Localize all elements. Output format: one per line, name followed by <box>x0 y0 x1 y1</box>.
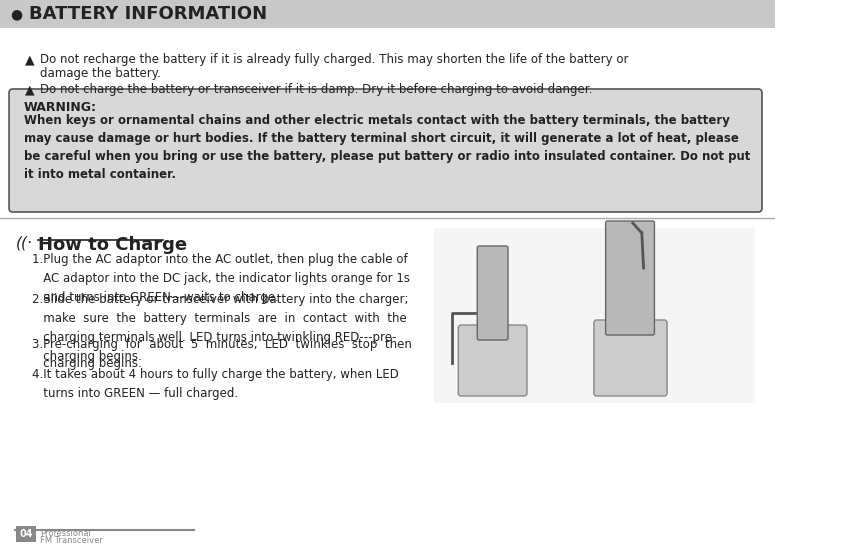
Text: 2.Slide the battery or transceiver with battery into the charger;
   make  sure : 2.Slide the battery or transceiver with … <box>32 293 408 363</box>
FancyBboxPatch shape <box>458 325 527 396</box>
Text: Do not recharge the battery if it is already fully charged. This may shorten the: Do not recharge the battery if it is alr… <box>39 53 628 66</box>
Text: 1.Plug the AC adaptor into the AC outlet, then plug the cable of
   AC adaptor i: 1.Plug the AC adaptor into the AC outlet… <box>32 253 410 304</box>
Text: How to Charge: How to Charge <box>38 236 187 254</box>
Text: WARNING:: WARNING: <box>23 101 97 114</box>
Text: 4.It takes about 4 hours to fully charge the battery, when LED
   turns into GRE: 4.It takes about 4 hours to fully charge… <box>32 368 399 400</box>
Text: 04: 04 <box>20 529 33 539</box>
Text: ((·: ((· <box>16 236 33 251</box>
FancyBboxPatch shape <box>594 320 667 396</box>
Text: ▲: ▲ <box>26 53 35 66</box>
Text: Do not charge the battery or transceiver if it is damp. Dry it before charging t: Do not charge the battery or transceiver… <box>39 83 592 96</box>
FancyBboxPatch shape <box>0 0 775 28</box>
Text: ●: ● <box>10 7 22 21</box>
Text: ▲: ▲ <box>26 83 35 96</box>
FancyBboxPatch shape <box>606 221 655 335</box>
Text: FM Transceiver: FM Transceiver <box>39 536 103 545</box>
Text: BATTERY INFORMATION: BATTERY INFORMATION <box>29 5 267 23</box>
FancyBboxPatch shape <box>9 89 762 212</box>
Text: Professional: Professional <box>39 529 91 538</box>
Text: 3.Pre-charging  for  about  5  minutes,  LED  twinkles  stop  then
   charging b: 3.Pre-charging for about 5 minutes, LED … <box>32 338 411 370</box>
Text: When keys or ornamental chains and other electric metals contact with the batter: When keys or ornamental chains and other… <box>23 114 750 181</box>
FancyBboxPatch shape <box>16 526 36 542</box>
FancyBboxPatch shape <box>477 246 508 340</box>
FancyBboxPatch shape <box>434 228 755 403</box>
Text: damage the battery.: damage the battery. <box>39 67 160 80</box>
